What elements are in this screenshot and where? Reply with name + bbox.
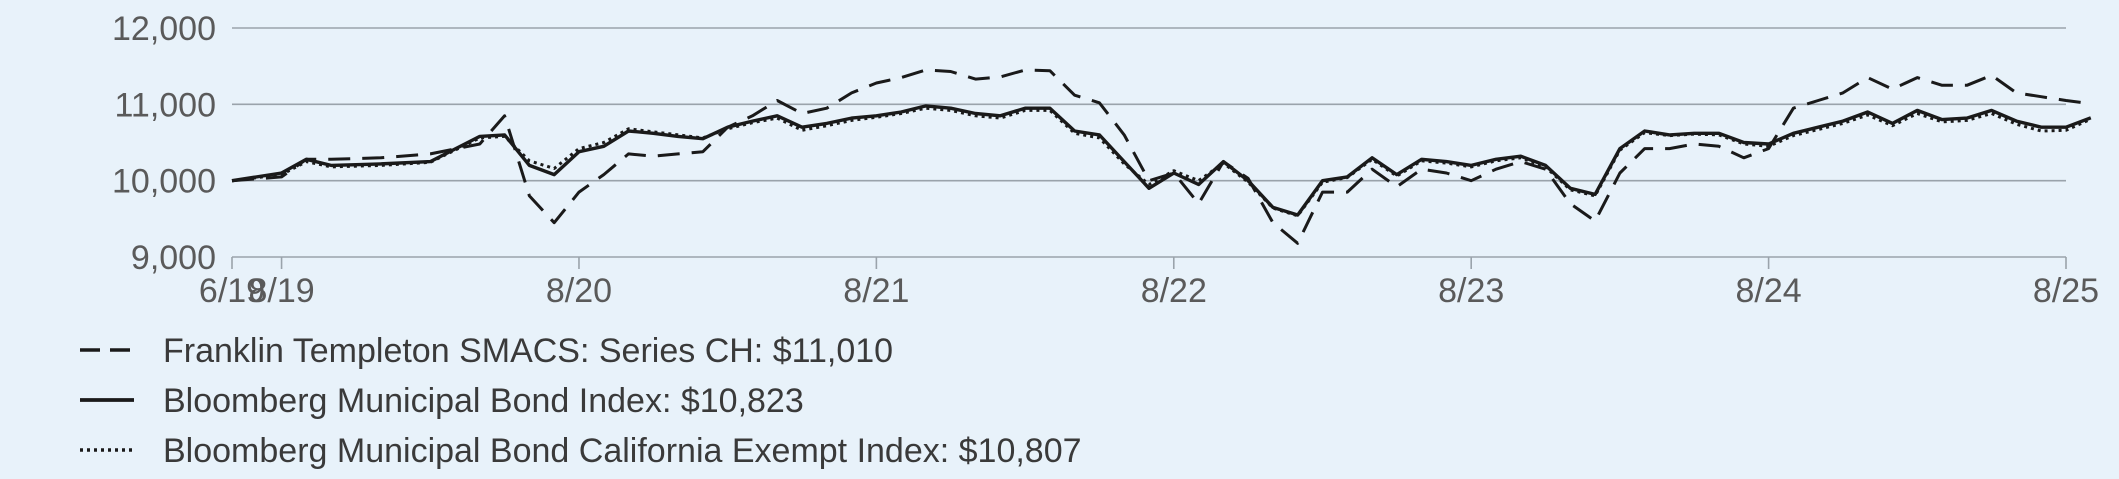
series-line-solid (231, 104, 2092, 217)
y-tick-label: 11,000 (115, 86, 216, 124)
legend-label: Bloomberg Municipal Bond Index: $10,823 (163, 382, 804, 420)
legend-label: Bloomberg Municipal Bond California Exem… (163, 432, 1082, 470)
series-line-dashed (231, 68, 2091, 245)
legend-label: Franklin Templeton SMACS: Series CH: $11… (163, 332, 893, 370)
series-line-dotted (231, 106, 2092, 218)
x-tick-label: 8/22 (1141, 272, 1207, 310)
y-tick-label: 9,000 (131, 239, 216, 277)
x-tick-label: 6/19 (199, 272, 265, 310)
x-axis-ticks: 6/198/19 8/20 8/21 8/22 8/23 8/24 8/25 (199, 257, 2099, 310)
series-lines (231, 68, 2092, 245)
x-tick-label: 8/19 (248, 272, 314, 310)
x-tick-label: 8/25 (2033, 272, 2099, 310)
y-tick-label: 10,000 (112, 163, 216, 201)
x-tick-label: 8/23 (1438, 272, 1504, 310)
gridlines (232, 27, 2066, 258)
legend: Franklin Templeton SMACS: Series CH: $11… (80, 332, 1082, 470)
x-tick-label: 8/24 (1736, 272, 1802, 310)
y-tick-label: 12,000 (112, 10, 216, 48)
x-tick-label: 8/20 (546, 272, 612, 310)
x-tick-label: 8/21 (843, 272, 909, 310)
y-axis-tick-labels: 9,000 10,000 11,000 12,000 (112, 10, 216, 277)
